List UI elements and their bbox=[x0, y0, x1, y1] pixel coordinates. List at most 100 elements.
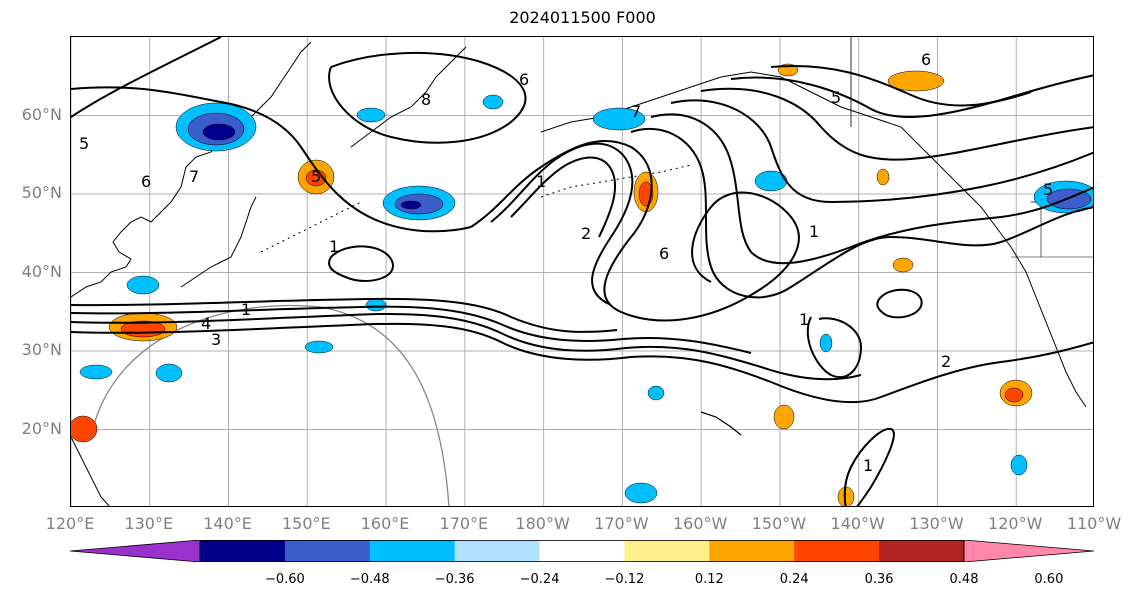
anomaly-blob bbox=[356, 107, 386, 123]
aleutian-chain bbox=[540, 164, 692, 198]
anomaly-blob bbox=[155, 363, 183, 383]
contour-line bbox=[71, 297, 618, 333]
contour-line bbox=[490, 142, 634, 306]
contour-line bbox=[650, 113, 1093, 265]
colorbar-tick-label: 0.12 bbox=[694, 572, 724, 587]
colorbar-cell bbox=[794, 540, 880, 562]
contour-label: 3 bbox=[211, 330, 221, 349]
contour-line bbox=[770, 65, 1032, 107]
colorbar bbox=[70, 540, 1094, 562]
longitude-label: 170°E bbox=[439, 514, 489, 533]
contour-label: 7 bbox=[189, 167, 199, 186]
map-title: 2024011500 F000 bbox=[509, 8, 656, 27]
contour-line bbox=[328, 51, 527, 144]
longitude-label: 160°E bbox=[360, 514, 410, 533]
contour-line bbox=[806, 316, 863, 378]
anomaly-blob bbox=[624, 482, 658, 504]
contour-line bbox=[843, 427, 895, 506]
japan-coastline bbox=[180, 196, 257, 288]
longitude-label: 130°E bbox=[124, 514, 174, 533]
colorbar-extend-max bbox=[963, 540, 1094, 562]
anomaly-blob bbox=[887, 70, 945, 92]
contour-labels: 5 7 8 6 7 5 1 2 6 1 6 5 1 1 2 1 43 1 5 6 bbox=[79, 50, 1053, 475]
kamchatka-coastline bbox=[350, 46, 467, 148]
us-state-lines bbox=[1011, 202, 1093, 258]
colorbar-tick-label: −0.60 bbox=[264, 572, 305, 587]
contour-label: 6 bbox=[519, 70, 529, 89]
contour-label: 4 bbox=[201, 314, 211, 333]
longitude-label: 130°W bbox=[909, 514, 964, 533]
anomaly-blob bbox=[1010, 454, 1028, 476]
anomaly-blob bbox=[400, 200, 422, 210]
longitude-label: 170°W bbox=[594, 514, 649, 533]
contour-label: 6 bbox=[659, 244, 669, 263]
colorbar-cell bbox=[284, 540, 371, 562]
contour-label: 6 bbox=[141, 172, 151, 191]
longitude-label: 150°W bbox=[751, 514, 807, 533]
anomaly-blob bbox=[71, 415, 98, 443]
contour-label: 1 bbox=[809, 222, 819, 241]
anomaly-blob bbox=[773, 404, 795, 430]
longitude-label: 140°W bbox=[830, 514, 885, 533]
contour-label: 2 bbox=[581, 224, 591, 243]
contour-label: 5 bbox=[311, 167, 321, 186]
contour-line bbox=[71, 312, 862, 381]
longitude-label: 180°W bbox=[515, 514, 570, 533]
anomaly-blob bbox=[892, 257, 914, 273]
longitude-label: 140°E bbox=[203, 514, 252, 533]
latitude-label: 50°N bbox=[21, 183, 62, 202]
contour-label: 1 bbox=[863, 456, 873, 475]
kuril-chain bbox=[260, 201, 362, 253]
contour-line bbox=[71, 86, 472, 233]
latitude-label: 60°N bbox=[21, 104, 62, 124]
colorbar-cells bbox=[70, 540, 1094, 562]
contour-label: 5 bbox=[831, 88, 841, 107]
taiwan-philippines bbox=[71, 436, 110, 506]
asia-coastline bbox=[71, 41, 312, 298]
contour-line bbox=[328, 245, 394, 282]
colorbar-tick-label: 0.36 bbox=[864, 572, 894, 587]
contour-label: 1 bbox=[536, 172, 546, 191]
contour-line bbox=[730, 74, 1093, 118]
gray-circle-arc bbox=[90, 304, 450, 506]
contour-line bbox=[71, 322, 1093, 404]
anomaly-blob bbox=[304, 340, 334, 354]
colorbar-tick-label: 0.60 bbox=[1034, 572, 1064, 587]
colorbar-tick-label: −0.36 bbox=[434, 572, 475, 587]
contour-label: 5 bbox=[79, 134, 89, 153]
hawaii bbox=[700, 411, 742, 436]
colorbar-cell bbox=[539, 540, 625, 562]
anomaly-blob bbox=[482, 94, 504, 110]
colorbar-cell bbox=[369, 540, 456, 562]
contour-label: 2 bbox=[941, 352, 951, 371]
anomaly-blob bbox=[1004, 387, 1024, 403]
shaded-anomalies bbox=[71, 63, 1093, 506]
longitude-label: 120°W bbox=[988, 514, 1043, 533]
anomaly-blob bbox=[126, 275, 160, 295]
latitude-label: 30°N bbox=[21, 340, 62, 359]
contour-line bbox=[700, 87, 1093, 161]
colorbar-outline bbox=[199, 540, 965, 562]
contour-label: 5 bbox=[1043, 180, 1053, 199]
colorbar-extend-min bbox=[70, 540, 201, 562]
contour-label: 1 bbox=[799, 310, 809, 329]
colorbar-tick-label: −0.48 bbox=[349, 572, 390, 587]
coastlines bbox=[71, 37, 1093, 506]
contour-label: 8 bbox=[421, 90, 431, 109]
contour-label: 6 bbox=[921, 50, 931, 69]
longitude-label: 110°W bbox=[1066, 514, 1122, 533]
anomaly-blob bbox=[202, 123, 236, 141]
anomaly-blob bbox=[819, 333, 833, 353]
contour-line bbox=[630, 127, 1093, 299]
anomaly-blob bbox=[365, 298, 387, 312]
contour-line bbox=[470, 139, 800, 322]
map-canvas: 5 7 8 6 7 5 1 2 6 1 6 5 1 1 2 1 43 1 5 6 bbox=[71, 37, 1093, 506]
contour-line bbox=[670, 99, 1093, 204]
contour-label: 1 bbox=[329, 237, 339, 256]
colorbar-tick-label: 0.24 bbox=[779, 572, 809, 587]
colorbar-cell bbox=[624, 540, 710, 562]
latitude-label: 20°N bbox=[21, 418, 62, 438]
contour-line bbox=[876, 288, 923, 319]
colorbar-tick-label: 0.48 bbox=[949, 572, 979, 587]
